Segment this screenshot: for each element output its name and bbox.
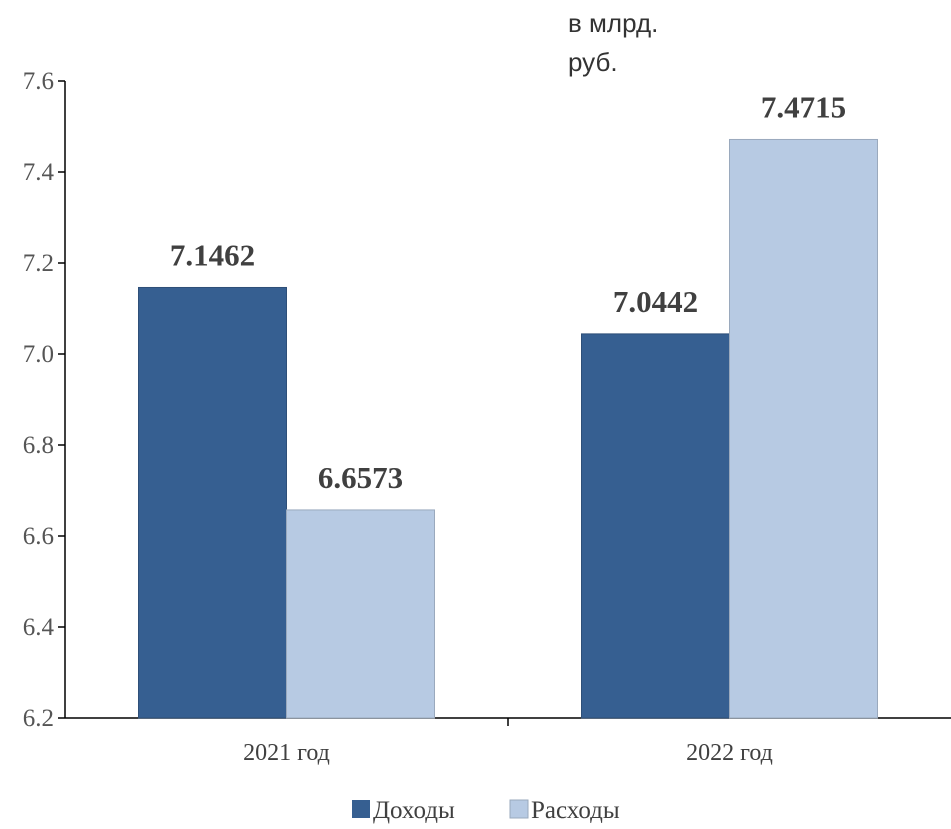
y-tick-label: 7.2 — [23, 250, 54, 277]
unit-label-line2: руб. — [568, 47, 618, 77]
data-label: 7.0442 — [613, 284, 698, 319]
data-labels: 7.1462 6.6573 7.0442 7.4715 — [170, 89, 846, 494]
x-axis — [65, 717, 951, 726]
data-label: 7.4715 — [761, 89, 846, 124]
bar-dohody-1 — [581, 333, 730, 719]
x-category-label: 2021 год — [243, 740, 330, 766]
data-label: 6.6573 — [318, 460, 403, 495]
data-label: 7.1462 — [170, 237, 255, 272]
y-axis: 6.2 6.4 6.6 6.8 7.0 7.2 7.4 7.6 — [23, 68, 66, 732]
bar-dohody-0 — [138, 286, 287, 719]
x-category-label: 2022 год — [686, 740, 773, 766]
legend-swatch-rashody — [509, 799, 529, 819]
legend-label-rashody: Расходы — [531, 797, 620, 824]
category-labels: 2021 год 2022 год — [243, 740, 773, 766]
y-tick-label: 6.4 — [23, 614, 55, 641]
unit-label-line1: в млрд. — [568, 8, 658, 38]
bar-rashody-1 — [729, 138, 878, 719]
y-tick-label: 6.2 — [23, 705, 54, 732]
y-tick-label: 7.4 — [23, 159, 55, 186]
y-tick-label: 7.6 — [23, 68, 54, 95]
y-tick-label: 7.0 — [23, 341, 54, 368]
legend: Доходы Расходы — [352, 797, 620, 824]
y-tick-label: 6.6 — [23, 523, 54, 550]
bar-rashody-0 — [286, 509, 435, 719]
bars — [138, 138, 878, 719]
legend-swatch-dohody — [352, 800, 370, 818]
y-tick-label: 6.8 — [23, 432, 54, 459]
legend-label-dohody: Доходы — [373, 797, 455, 824]
